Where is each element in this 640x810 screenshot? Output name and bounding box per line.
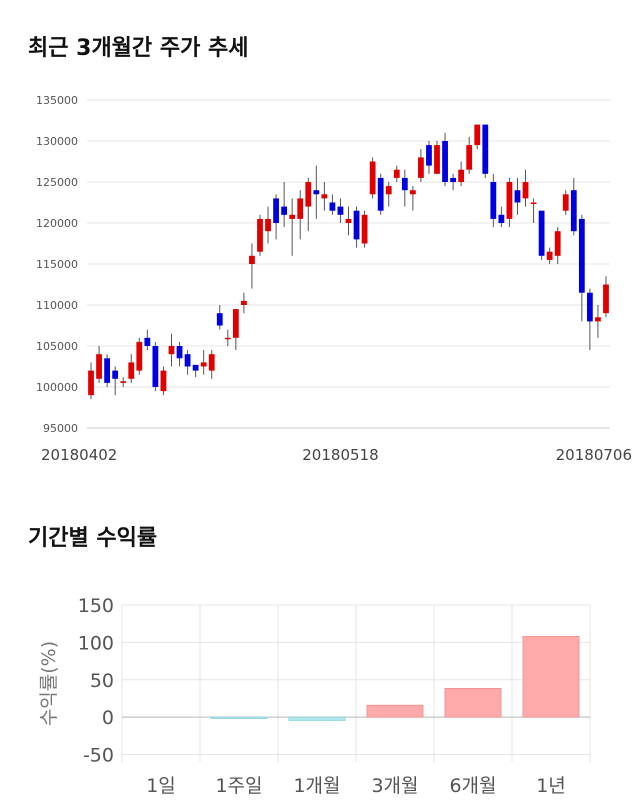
candle-body	[200, 362, 207, 367]
candle-body	[144, 337, 151, 346]
y-tick-label: 115000	[36, 258, 78, 271]
candle-body	[88, 370, 94, 396]
candle-body	[273, 198, 279, 223]
candle-body	[152, 346, 159, 387]
x-tick-label: 1년	[536, 775, 566, 797]
candle-body	[490, 182, 497, 219]
x-tick-label: 20180518	[302, 446, 378, 464]
candle-body	[562, 194, 569, 211]
candle-body	[466, 145, 473, 170]
x-tick-label: 1개월	[293, 775, 340, 797]
y-tick-label: 95000	[43, 422, 78, 435]
candle-body	[297, 198, 304, 219]
candle-body	[265, 218, 271, 232]
candle-body	[345, 218, 352, 223]
candle-body	[305, 182, 312, 207]
candle-body	[321, 194, 328, 199]
candle-body	[281, 206, 288, 215]
candle-body	[224, 337, 231, 340]
candle-body	[474, 124, 481, 146]
candle-body	[603, 284, 609, 314]
y-tick-label: 100000	[36, 381, 78, 394]
candle-body	[353, 210, 360, 240]
candle-body	[377, 177, 384, 211]
candle-body	[570, 190, 577, 232]
y-tick-label: 120000	[36, 217, 78, 230]
candle-body	[450, 177, 456, 182]
candle-body	[530, 202, 537, 204]
candle-body	[498, 214, 505, 223]
y-axis-label: 수익률(%)	[38, 641, 60, 726]
candle-body	[514, 190, 521, 203]
candle-body	[586, 292, 593, 322]
candle-body	[409, 190, 416, 195]
candle-body	[168, 346, 175, 355]
x-tick-label: 20180706	[556, 446, 632, 464]
candle-body	[506, 182, 513, 219]
x-tick-label: 1주일	[215, 775, 262, 797]
candle-body	[337, 206, 344, 215]
stock-chart-title: 최근 3개월간 주가 추세	[28, 36, 249, 61]
candle-body	[176, 346, 183, 359]
candle-body	[401, 177, 408, 191]
return-bar	[210, 716, 268, 719]
candle-body	[482, 124, 489, 174]
candle-body	[160, 370, 167, 392]
candlestick-chart: 95000 100000 105000 110000 115000 120000 12500…	[36, 94, 632, 464]
x-tick-label: 20180402	[41, 446, 117, 464]
y-tick-label: 100	[78, 632, 114, 654]
y-tick-label: 0	[102, 707, 114, 729]
candle-body	[546, 251, 553, 260]
candle-body	[442, 141, 448, 182]
candle-body	[385, 186, 392, 195]
candle-body	[232, 309, 239, 338]
candle-body	[554, 231, 561, 256]
candle-body	[418, 157, 424, 178]
candle-body	[361, 214, 368, 244]
candle-body	[578, 218, 585, 293]
y-tick-label: 125000	[36, 176, 78, 189]
y-tick-label: 105000	[36, 340, 78, 353]
candle-body	[241, 300, 247, 305]
candle-body	[112, 370, 119, 379]
candle-body	[120, 381, 127, 383]
x-tick-label: 6개월	[449, 775, 496, 797]
candle-body	[329, 202, 336, 211]
y-tick-label: 130000	[36, 135, 78, 148]
candle-body	[393, 169, 400, 178]
y-tick-label: -50	[83, 745, 114, 767]
candle-body	[434, 145, 440, 174]
candle-body	[522, 182, 529, 199]
candle-body	[426, 145, 432, 166]
candle-body	[538, 210, 545, 256]
y-tick-label: 150	[78, 595, 114, 617]
return-bar	[522, 636, 580, 718]
return-bar	[366, 704, 424, 718]
candle-body	[369, 161, 376, 195]
return-bar	[444, 688, 502, 718]
candle-body	[128, 362, 135, 379]
candle-body	[136, 341, 143, 371]
candle-body	[289, 214, 296, 219]
y-tick-label: 135000	[36, 94, 78, 107]
candle-body	[257, 218, 263, 252]
candle-body	[104, 358, 111, 383]
candle-body	[192, 364, 199, 371]
returns-bar-chart: -50 0 50 100 150 수익률(%) 1일 1주일 1개월 3개월 6개월 1년	[38, 595, 591, 797]
candle-body	[458, 169, 465, 182]
returns-chart-title: 기간별 수익률	[28, 526, 158, 551]
x-tick-label: 1일	[146, 775, 176, 797]
y-tick-label: 50	[90, 670, 114, 692]
candle-body	[96, 354, 102, 379]
return-bar	[288, 716, 346, 721]
candle-body	[208, 354, 215, 371]
candle-body	[249, 255, 255, 264]
candle-body	[216, 313, 223, 326]
candle-body	[595, 317, 601, 322]
candle-body	[313, 190, 320, 195]
candle-body	[184, 354, 191, 367]
y-tick-label: 110000	[36, 299, 78, 312]
x-tick-label: 3개월	[371, 775, 418, 797]
